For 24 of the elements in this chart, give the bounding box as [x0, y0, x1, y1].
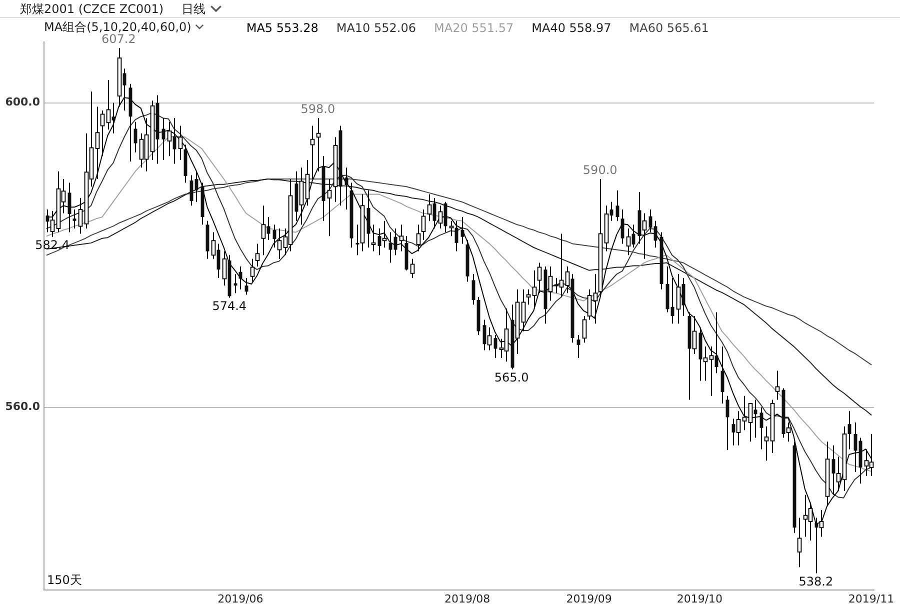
y-tick-label: 600.0 [5, 96, 40, 109]
text: MA10 552.06 [336, 20, 416, 34]
x-tick-label: 2019/10 [676, 592, 723, 606]
text: MA40 558.97 [532, 20, 612, 34]
chart-subtitle: MA组合(5,10,20,40,60,0) [44, 19, 192, 34]
annotation: 150天 [47, 573, 82, 588]
candlestick [576, 334, 580, 358]
x-tick-label: 2019/09 [566, 592, 612, 606]
text: 日线 [182, 1, 206, 18]
y-tick-label: 560.0 [5, 400, 40, 414]
x-tick-label: 2019/11 [848, 592, 894, 606]
annotation: 538.2 [798, 574, 834, 588]
annotation: 574.4 [212, 298, 247, 313]
candlestick [72, 208, 76, 229]
text: MA60 565.61 [629, 20, 709, 34]
annotation: 565.0 [494, 370, 529, 384]
x-tick-label: 2019/08 [444, 592, 490, 606]
chart-title: 郑煤2001 (CZCE ZC001) [20, 1, 164, 18]
annotation: 607.2 [102, 32, 136, 46]
annotation: 598.0 [300, 102, 336, 116]
text: MA5 553.28 [246, 20, 318, 34]
x-tick-label: 2019/06 [218, 592, 264, 606]
text: MA20 551.57 [434, 20, 514, 34]
annotation: 590.0 [582, 163, 618, 178]
